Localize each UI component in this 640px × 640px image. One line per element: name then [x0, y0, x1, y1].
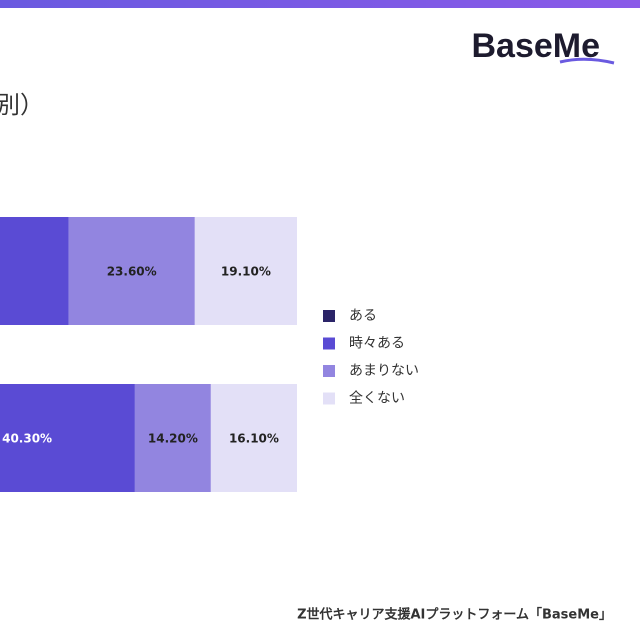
- bar-segment: [134, 384, 211, 492]
- legend-label: あまりない: [349, 363, 419, 379]
- footer: Z世代キャリア支援AIプラットフォーム「BaseMe」: [297, 607, 612, 623]
- bar-segment: [194, 217, 297, 325]
- bar-segment: [68, 217, 195, 325]
- legend-swatch: [323, 365, 335, 377]
- bar-segment: [210, 384, 297, 492]
- value-label: 16.10%: [229, 432, 279, 446]
- legend-swatch: [323, 310, 335, 322]
- legend-label: 時々ある: [349, 336, 405, 352]
- bar-segment: [0, 384, 135, 492]
- top-band: [0, 0, 640, 8]
- legend-label: ある: [349, 308, 377, 324]
- logo-swoosh: [559, 57, 615, 65]
- legend-swatch: [323, 337, 335, 350]
- value-label: 19.10%: [221, 265, 271, 279]
- chart-title: 別）: [0, 91, 44, 119]
- bar-segment: [0, 217, 69, 325]
- value-label: 23.60%: [107, 265, 157, 279]
- legend-swatch: [323, 392, 335, 405]
- value-label: 14.20%: [148, 432, 198, 446]
- legend-label: 全くない: [349, 390, 405, 407]
- value-label: 40.30%: [2, 432, 52, 446]
